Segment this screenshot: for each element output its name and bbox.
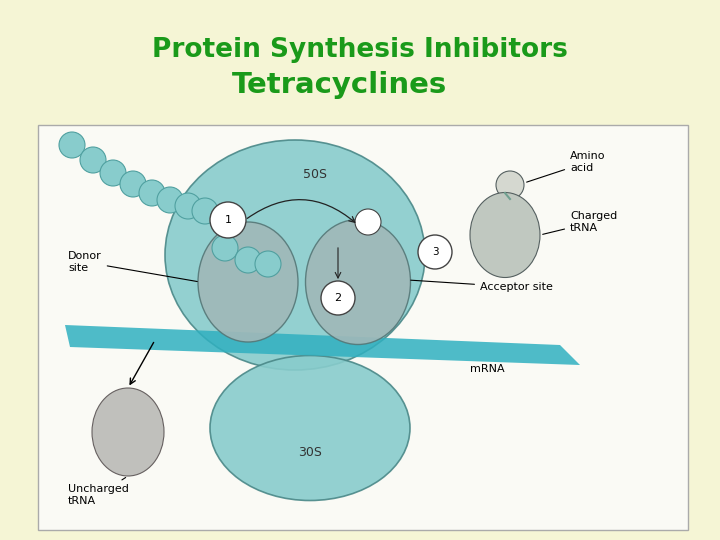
Circle shape xyxy=(496,171,524,199)
Circle shape xyxy=(175,193,201,219)
Text: mRNA: mRNA xyxy=(470,364,505,374)
Ellipse shape xyxy=(210,355,410,501)
Text: Protein Synthesis Inhibitors: Protein Synthesis Inhibitors xyxy=(152,37,568,63)
Text: Donor
site: Donor site xyxy=(68,251,197,281)
Circle shape xyxy=(210,202,246,238)
Text: Charged
tRNA: Charged tRNA xyxy=(543,211,617,234)
Text: 50S: 50S xyxy=(303,168,327,181)
Text: Amino
acid: Amino acid xyxy=(526,151,606,182)
Text: Tetracyclines: Tetracyclines xyxy=(233,71,448,99)
Ellipse shape xyxy=(305,219,410,345)
Ellipse shape xyxy=(92,388,164,476)
Circle shape xyxy=(120,171,146,197)
Text: 30S: 30S xyxy=(298,447,322,460)
Circle shape xyxy=(100,160,126,186)
Circle shape xyxy=(80,147,106,173)
Ellipse shape xyxy=(165,140,425,370)
Text: 3: 3 xyxy=(432,247,438,257)
Circle shape xyxy=(321,281,355,315)
Text: Uncharged
tRNA: Uncharged tRNA xyxy=(68,477,129,506)
Circle shape xyxy=(212,235,238,261)
Text: 1: 1 xyxy=(225,215,232,225)
Circle shape xyxy=(235,247,261,273)
Ellipse shape xyxy=(198,222,298,342)
Circle shape xyxy=(59,132,85,158)
Polygon shape xyxy=(65,325,580,365)
Circle shape xyxy=(418,235,452,269)
Ellipse shape xyxy=(470,192,540,278)
Circle shape xyxy=(255,251,281,277)
Circle shape xyxy=(192,198,218,224)
Circle shape xyxy=(355,209,381,235)
Circle shape xyxy=(157,187,183,213)
Text: Acceptor site: Acceptor site xyxy=(411,280,553,292)
FancyBboxPatch shape xyxy=(38,125,688,530)
Text: 2: 2 xyxy=(334,293,341,303)
Circle shape xyxy=(139,180,165,206)
